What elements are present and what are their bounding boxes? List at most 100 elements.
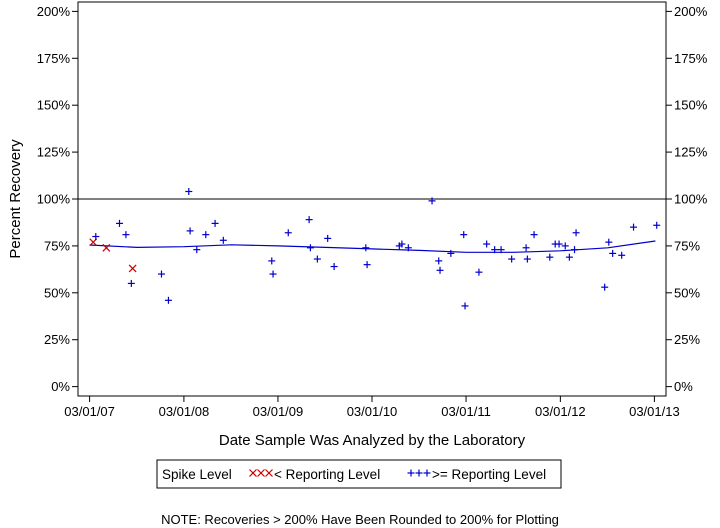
data-point-at-or-above-reporting-level — [508, 255, 516, 263]
data-point-at-or-above-reporting-level — [447, 249, 455, 257]
x-tick-label: 03/01/08 — [159, 404, 210, 419]
x-tick-label: 03/01/10 — [347, 404, 398, 419]
data-point-at-or-above-reporting-level — [127, 279, 135, 287]
y-tick-label-right: 175% — [674, 51, 708, 66]
data-point-at-or-above-reporting-level — [305, 216, 313, 224]
y-tick-label-right: 125% — [674, 145, 708, 160]
y-tick-label-right: 25% — [674, 332, 700, 347]
legend: Spike Level < Reporting Level >= Reporti… — [156, 459, 562, 489]
data-point-at-or-above-reporting-level — [404, 244, 412, 252]
data-point-at-or-above-reporting-level — [555, 240, 563, 248]
data-point-at-or-above-reporting-level — [324, 234, 332, 242]
data-point-at-or-above-reporting-level — [460, 231, 468, 239]
legend-box — [156, 459, 562, 489]
data-point-at-or-above-reporting-level — [306, 244, 314, 252]
data-point-at-or-above-reporting-level — [601, 283, 609, 291]
data-points-layer — [89, 187, 661, 310]
y-tick-label-right: 0% — [674, 379, 693, 394]
legend-marker-x — [249, 469, 257, 477]
data-point-at-or-above-reporting-level — [561, 242, 569, 250]
y-tick-label-left: 175% — [37, 51, 71, 66]
marker-stroke — [128, 264, 137, 273]
data-point-at-or-above-reporting-level — [202, 231, 210, 239]
trend-line-layer — [89, 240, 656, 253]
y-tick-label-left: 75% — [44, 238, 70, 253]
x-tick-label: 03/01/11 — [441, 404, 491, 419]
data-point-at-or-above-reporting-level — [483, 240, 491, 248]
data-point-at-or-above-reporting-level — [546, 253, 554, 261]
data-point-at-or-above-reporting-level — [122, 231, 130, 239]
legend-label-at-or-above-reporting: >= Reporting Level — [432, 467, 546, 482]
plot-note: NOTE: Recoveries > 200% Have Been Rounde… — [161, 512, 559, 527]
data-point-at-or-above-reporting-level — [475, 268, 483, 276]
data-point-at-or-above-reporting-level — [461, 302, 469, 310]
data-point-at-or-above-reporting-level — [571, 246, 579, 254]
data-point-at-or-above-reporting-level — [268, 257, 276, 265]
marker-stroke — [102, 243, 111, 252]
data-point-at-or-above-reporting-level — [605, 238, 613, 246]
y-tick-label-right: 100% — [674, 192, 708, 207]
data-point-at-or-above-reporting-level — [269, 270, 277, 278]
data-point-at-or-above-reporting-level — [92, 233, 100, 241]
legend-symbol-below-reporting — [249, 469, 273, 477]
data-point-at-or-above-reporting-level — [609, 249, 617, 257]
data-point-at-or-above-reporting-level — [363, 261, 371, 269]
data-point-at-or-above-reporting-level — [185, 187, 193, 195]
y-tick-label-right: 150% — [674, 98, 708, 113]
y-tick-label-left: 0% — [51, 379, 70, 394]
y-tick-label-left: 200% — [37, 4, 71, 19]
y-tick-label-left: 150% — [37, 98, 71, 113]
legend-marker-x — [265, 469, 273, 477]
x-axis-title: Date Sample Was Analyzed by the Laborato… — [219, 432, 526, 449]
trend-line — [89, 240, 656, 253]
data-point-at-or-above-reporting-level — [530, 231, 538, 239]
x-tick-label: 03/01/12 — [535, 404, 586, 419]
data-point-at-or-above-reporting-level — [313, 255, 321, 263]
data-point-at-or-above-reporting-level — [186, 227, 194, 235]
legend-marker-plus — [407, 469, 415, 477]
data-point-at-or-above-reporting-level — [428, 197, 436, 205]
data-point-at-or-above-reporting-level — [211, 219, 219, 227]
data-point-at-or-above-reporting-level — [522, 244, 530, 252]
data-point-at-or-above-reporting-level — [618, 251, 626, 259]
y-tick-label-right: 75% — [674, 238, 700, 253]
x-tick-label: 03/01/13 — [629, 404, 680, 419]
data-point-at-or-above-reporting-level — [435, 257, 443, 265]
y-tick-label-left: 100% — [37, 192, 71, 207]
data-point-at-or-above-reporting-level — [164, 296, 172, 304]
data-point-at-or-above-reporting-level — [115, 219, 123, 227]
data-point-at-or-above-reporting-level — [362, 244, 370, 252]
x-tick-label: 03/01/09 — [253, 404, 304, 419]
data-point-at-or-above-reporting-level — [497, 246, 505, 254]
legend-marker-plus — [415, 469, 423, 477]
marker-stroke — [249, 469, 257, 477]
data-point-below-reporting-level — [102, 243, 111, 252]
data-point-at-or-above-reporting-level — [572, 229, 580, 237]
y-tick-label-right: 200% — [674, 4, 708, 19]
data-point-at-or-above-reporting-level — [523, 255, 531, 263]
x-tick-label: 03/01/07 — [64, 404, 115, 419]
axes: 0% 0% 25% 25% 50% 50% 75% 75% 100% 100% 125% 125% 15… — [37, 1, 708, 419]
data-point-below-reporting-level — [128, 264, 137, 273]
y-tick-label-left: 50% — [44, 285, 70, 300]
legend-marker-x — [257, 469, 265, 477]
data-point-at-or-above-reporting-level — [157, 270, 165, 278]
data-point-at-or-above-reporting-level — [436, 266, 444, 274]
data-point-at-or-above-reporting-level — [491, 246, 499, 254]
y-tick-label-left: 125% — [37, 145, 71, 160]
y-tick-label-left: 25% — [44, 332, 70, 347]
y-axis-title: Percent Recovery — [7, 139, 24, 259]
data-point-at-or-above-reporting-level — [630, 223, 638, 231]
data-point-at-or-above-reporting-level — [284, 229, 292, 237]
marker-stroke — [265, 469, 273, 477]
legend-title: Spike Level — [162, 467, 232, 482]
data-point-at-or-above-reporting-level — [653, 221, 661, 229]
data-point-at-or-above-reporting-level — [219, 236, 227, 244]
legend-marker-plus — [423, 469, 431, 477]
data-point-at-or-above-reporting-level — [330, 263, 338, 271]
data-point-at-or-above-reporting-level — [193, 246, 201, 254]
legend-symbol-at-or-above-reporting — [407, 469, 431, 477]
y-tick-label-right: 50% — [674, 285, 700, 300]
data-point-at-or-above-reporting-level — [565, 253, 573, 261]
